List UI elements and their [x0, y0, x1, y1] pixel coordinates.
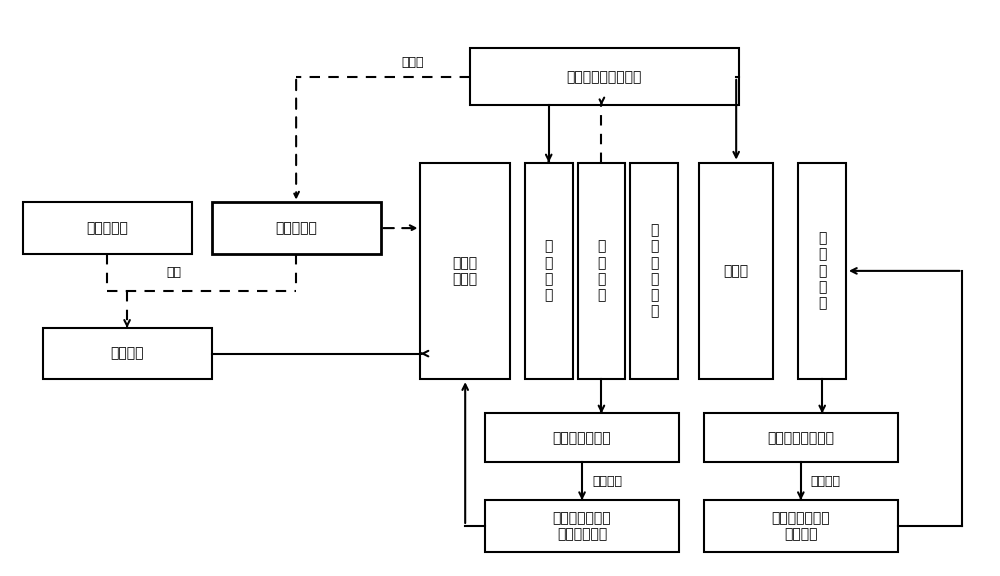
FancyBboxPatch shape	[525, 162, 573, 379]
Text: 病
斑
分
割
图: 病 斑 分 割 图	[818, 232, 826, 310]
FancyBboxPatch shape	[43, 328, 212, 379]
Text: 梯度下降: 梯度下降	[592, 475, 622, 488]
Text: 反卷积: 反卷积	[724, 264, 749, 278]
FancyBboxPatch shape	[23, 202, 192, 254]
Text: 半监督分类损失: 半监督分类损失	[553, 431, 611, 445]
Text: 无标记样本: 无标记样本	[275, 221, 317, 235]
FancyBboxPatch shape	[578, 162, 625, 379]
Text: 有标记样本: 有标记样本	[86, 221, 128, 235]
Text: 伪标签: 伪标签	[402, 56, 424, 69]
FancyBboxPatch shape	[798, 162, 846, 379]
Text: 指数加权平均法
更新网络参数: 指数加权平均法 更新网络参数	[553, 511, 611, 541]
FancyBboxPatch shape	[485, 500, 679, 552]
FancyBboxPatch shape	[420, 162, 510, 379]
Text: 梯度下降: 梯度下降	[811, 475, 841, 488]
Text: 二分类交叉熵损失: 二分类交叉熵损失	[767, 431, 834, 445]
FancyBboxPatch shape	[470, 48, 739, 105]
Text: 预测无标记样本类别: 预测无标记样本类别	[567, 70, 642, 84]
Text: 卷积神
经网络: 卷积神 经网络	[453, 256, 478, 286]
Text: 全
连
接
层: 全 连 接 层	[545, 240, 553, 302]
FancyBboxPatch shape	[704, 414, 898, 462]
Text: 混合: 混合	[167, 266, 182, 279]
FancyBboxPatch shape	[630, 162, 678, 379]
Text: 权值衰减法更新
网络参数: 权值衰减法更新 网络参数	[772, 511, 830, 541]
FancyBboxPatch shape	[699, 162, 773, 379]
FancyBboxPatch shape	[212, 202, 381, 254]
Text: 混合图像: 混合图像	[110, 347, 144, 361]
Text: 反
向
全
连
接
层: 反 向 全 连 接 层	[650, 223, 658, 319]
FancyBboxPatch shape	[485, 414, 679, 462]
FancyBboxPatch shape	[704, 500, 898, 552]
Text: 类
别
向
量: 类 别 向 量	[597, 240, 606, 302]
